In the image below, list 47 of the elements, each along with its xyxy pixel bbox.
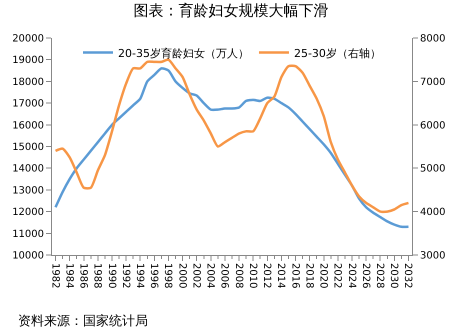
x-tick-label: 2026 <box>360 263 371 288</box>
x-tick-label: 2030 <box>388 263 400 288</box>
y2-tick-label: 8000 <box>420 34 446 44</box>
x-tick-label: 2018 <box>303 263 314 288</box>
x-tick-label: 2022 <box>332 263 343 288</box>
x-tick-label: 1998 <box>162 263 174 288</box>
x-tick-label: 2024 <box>346 263 357 288</box>
x-tick-label: 2010 <box>246 263 258 288</box>
x-tick-label: 1984 <box>63 263 74 288</box>
y2-tick-label: 7000 <box>420 76 446 88</box>
x-tick-label: 1982 <box>49 263 60 288</box>
x-tick-label: 1996 <box>148 263 160 288</box>
y2-tick-label: 3000 <box>420 250 446 262</box>
x-tick-label: 2014 <box>275 263 286 288</box>
x-tick-label: 2000 <box>176 263 188 288</box>
x-tick-label: 2032 <box>402 263 414 288</box>
x-tick-label: 1990 <box>106 263 117 288</box>
x-tick-label: 2016 <box>289 263 300 288</box>
x-tick-label: 2002 <box>190 263 202 288</box>
y2-tick-label: 4000 <box>420 207 446 218</box>
y-tick-label: 17000 <box>12 98 44 110</box>
y-tick-label: 13000 <box>12 185 44 196</box>
x-tick-label: 2008 <box>232 263 244 288</box>
x-tick-label: 2006 <box>218 263 230 288</box>
x-tick-label: 2012 <box>261 263 272 288</box>
y2-tick-label: 6000 <box>420 120 446 132</box>
x-tick-label: 1992 <box>120 263 131 288</box>
y-tick-label: 20000 <box>12 34 44 44</box>
y-tick-label: 12000 <box>12 207 44 218</box>
y-tick-label: 19000 <box>12 55 44 66</box>
legend-label: 20-35岁育龄妇女（万人） <box>118 46 249 60</box>
x-tick-label: 1986 <box>78 263 89 288</box>
y-tick-label: 10000 <box>12 250 44 262</box>
x-tick-label: 2004 <box>204 263 216 288</box>
y-tick-label: 14000 <box>12 164 44 175</box>
y2-tick-label: 5000 <box>420 164 446 175</box>
y-tick-label: 18000 <box>12 76 44 88</box>
text: 资料来源：国家统计局 <box>18 313 148 329</box>
y-tick-label: 16000 <box>12 120 44 132</box>
x-tick-label: 1988 <box>92 263 103 288</box>
x-tick-label: 2020 <box>318 263 329 288</box>
chart-title: 图表：育龄妇女规模大幅下滑 <box>134 2 328 20</box>
y-tick-label: 11000 <box>12 228 44 240</box>
y-tick-label: 15000 <box>12 142 44 153</box>
x-tick-label: 1994 <box>134 263 145 288</box>
legend-label: 25-30岁（右轴） <box>294 46 381 60</box>
x-tick-label: 2028 <box>374 263 385 288</box>
